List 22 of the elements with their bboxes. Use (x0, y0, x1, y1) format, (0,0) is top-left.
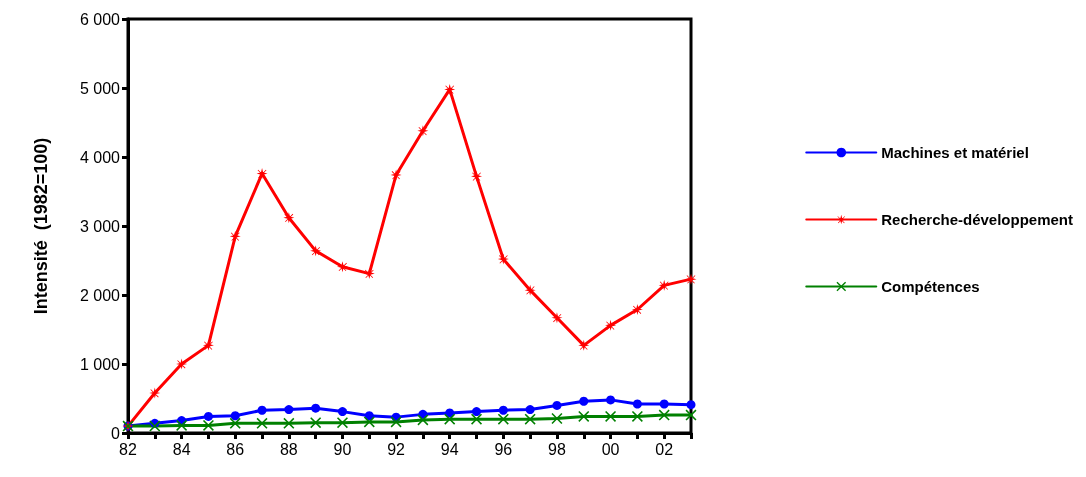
x-tick-label: 02 (655, 440, 674, 458)
x-tick-label: 88 (279, 440, 298, 458)
legend-label: Machines et matériel (881, 144, 1029, 161)
y-tick-label: 5 000 (79, 79, 121, 97)
y-tick-label: 1 000 (79, 355, 121, 373)
y-tick-label: 6 000 (79, 10, 121, 28)
x-tick-label: 94 (440, 440, 459, 458)
y-tick-label: 0 (111, 424, 121, 442)
y-tick-label: 3 000 (79, 217, 121, 235)
legend-label: Compétences (881, 278, 980, 295)
x-tick-label: 98 (548, 440, 566, 458)
x-tick-label: 90 (333, 440, 352, 458)
legend-label: Recherche-développement (881, 211, 1074, 228)
x-tick-label: 84 (172, 440, 191, 458)
y-tick-label: 2 000 (79, 286, 121, 304)
x-tick-label: 96 (494, 440, 513, 458)
x-tick-label: 92 (387, 440, 406, 458)
y-tick-label: 4 000 (79, 148, 121, 166)
x-tick-label: 82 (119, 440, 137, 458)
x-tick-label: 00 (601, 440, 620, 458)
y-axis-title: Intensité (1982=100) (31, 137, 51, 315)
x-tick-label: 86 (226, 440, 245, 458)
